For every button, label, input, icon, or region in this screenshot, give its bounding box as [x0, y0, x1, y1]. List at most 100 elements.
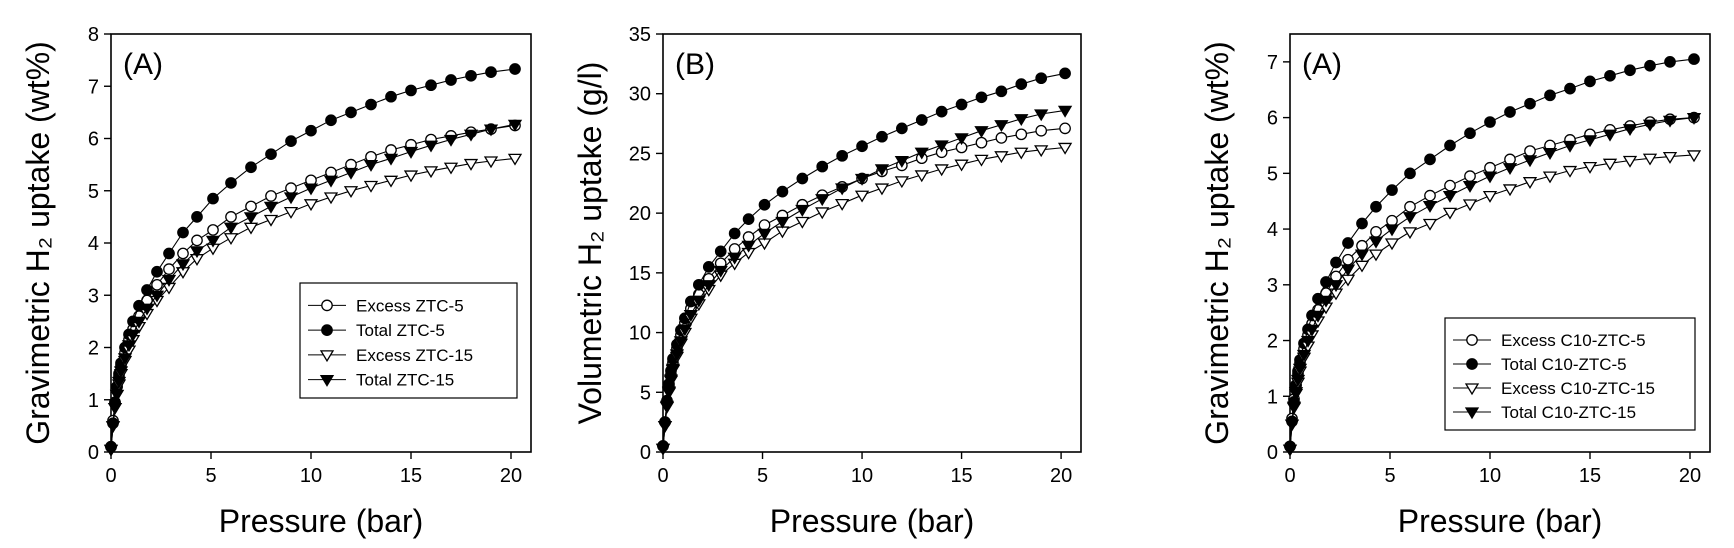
data-point — [655, 443, 671, 456]
data-point — [974, 154, 989, 167]
data-point — [1342, 237, 1354, 249]
data-point — [1330, 256, 1342, 269]
legend-marker — [321, 299, 333, 312]
data-point — [223, 233, 239, 246]
data-point — [758, 219, 771, 231]
data-point — [1622, 124, 1638, 137]
data-point — [1542, 148, 1558, 160]
data-point — [1624, 64, 1636, 77]
data-point — [323, 192, 339, 205]
data-point — [323, 175, 339, 188]
legend-marker — [1466, 358, 1478, 370]
series-total-ztc-15 — [655, 105, 1073, 456]
chart-panel-3: 0 5 10 15 20 0 1 2 3 4 5 6 7 Pressure (bar) Gravimetri… — [1199, 33, 1711, 539]
data-point — [1688, 53, 1700, 65]
data-point — [1354, 249, 1370, 262]
data-point — [834, 198, 850, 211]
y-axis-title: Gravimetric H₂ uptake (wt%) — [20, 41, 56, 445]
data-point — [1310, 310, 1326, 323]
data-point — [113, 366, 129, 379]
data-point — [483, 124, 499, 137]
data-point — [205, 235, 221, 248]
data-point — [1340, 264, 1356, 277]
data-point — [283, 192, 299, 205]
y-tick-label: 7 — [88, 76, 99, 98]
data-point — [713, 265, 728, 278]
data-point — [954, 133, 969, 146]
data-point — [483, 156, 499, 169]
data-point — [383, 153, 399, 166]
data-point — [896, 122, 908, 135]
data-point — [507, 119, 523, 132]
data-point — [111, 376, 127, 389]
data-point — [1356, 217, 1368, 230]
data-point — [1296, 349, 1312, 362]
legend-label: Total C10-ZTC-5 — [1501, 355, 1627, 374]
chart-panel-2: 0 5 10 15 20 0 5 10 15 20 25 30 35 Pressure (bar) Volu… — [572, 24, 1082, 539]
data-point — [815, 194, 830, 207]
data-point — [1402, 227, 1418, 240]
data-point — [1282, 444, 1298, 457]
data-point — [955, 98, 968, 111]
y-tick-label: 0 — [640, 442, 651, 464]
panel-label: (B) — [675, 48, 715, 81]
y-tick-label: 8 — [88, 24, 99, 46]
data-point — [1602, 129, 1618, 142]
data-point — [1686, 112, 1702, 125]
data-point — [995, 132, 1008, 144]
legend-marker — [319, 350, 335, 363]
x-tick-label: 20 — [1050, 465, 1072, 487]
x-tick-label: 15 — [1579, 465, 1601, 487]
data-point — [1584, 75, 1596, 88]
data-point — [1014, 147, 1029, 160]
y-tick-label: 1 — [88, 390, 99, 412]
data-point — [1059, 122, 1071, 135]
legend-item: Total C10-ZTC-5 — [1453, 355, 1627, 374]
series-excess-ztc-15 — [655, 142, 1073, 456]
data-point — [1034, 145, 1049, 158]
data-point — [994, 151, 1009, 164]
y-tick-label: 5 — [1267, 163, 1278, 185]
data-point — [856, 140, 868, 153]
data-point — [163, 263, 175, 275]
y-tick-label: 5 — [88, 181, 99, 203]
data-point — [757, 228, 772, 241]
data-point — [1368, 236, 1384, 249]
y-tick-label: 4 — [1267, 219, 1278, 241]
data-point — [669, 349, 685, 362]
data-point — [385, 90, 397, 103]
data-point — [1522, 177, 1538, 189]
data-point — [935, 105, 948, 118]
y-tick-label: 0 — [1267, 442, 1278, 464]
legend-marker — [1464, 407, 1480, 420]
data-point — [365, 98, 377, 111]
legend-item: Excess C10-ZTC-5 — [1453, 331, 1646, 350]
data-point — [1370, 226, 1382, 238]
x-tick-label: 20 — [500, 465, 522, 487]
data-point — [507, 153, 523, 166]
legend: Excess ZTC-5 Total ZTC-5 Excess ZTC-15 Tota… — [299, 282, 518, 399]
y-tick-label: 10 — [629, 323, 651, 345]
data-point — [1442, 190, 1458, 203]
data-point — [1288, 387, 1304, 400]
data-point — [683, 310, 699, 322]
data-point — [661, 386, 677, 399]
data-point — [265, 190, 277, 202]
data-point — [742, 231, 755, 243]
data-point — [1284, 419, 1300, 432]
data-point — [325, 114, 337, 127]
data-point — [659, 400, 675, 413]
data-point — [1464, 170, 1476, 182]
data-point — [1424, 153, 1436, 166]
y-tick-label: 2 — [88, 338, 99, 360]
data-point — [1014, 114, 1029, 127]
y-tick-label: 1 — [1267, 386, 1278, 408]
x-tick-label: 10 — [851, 465, 873, 487]
data-point — [263, 214, 279, 227]
legend-item: Excess C10-ZTC-15 — [1453, 379, 1655, 398]
data-point — [934, 140, 949, 153]
data-point — [994, 120, 1009, 133]
data-point — [1622, 155, 1638, 168]
data-point — [1664, 56, 1676, 68]
data-point — [207, 224, 219, 236]
